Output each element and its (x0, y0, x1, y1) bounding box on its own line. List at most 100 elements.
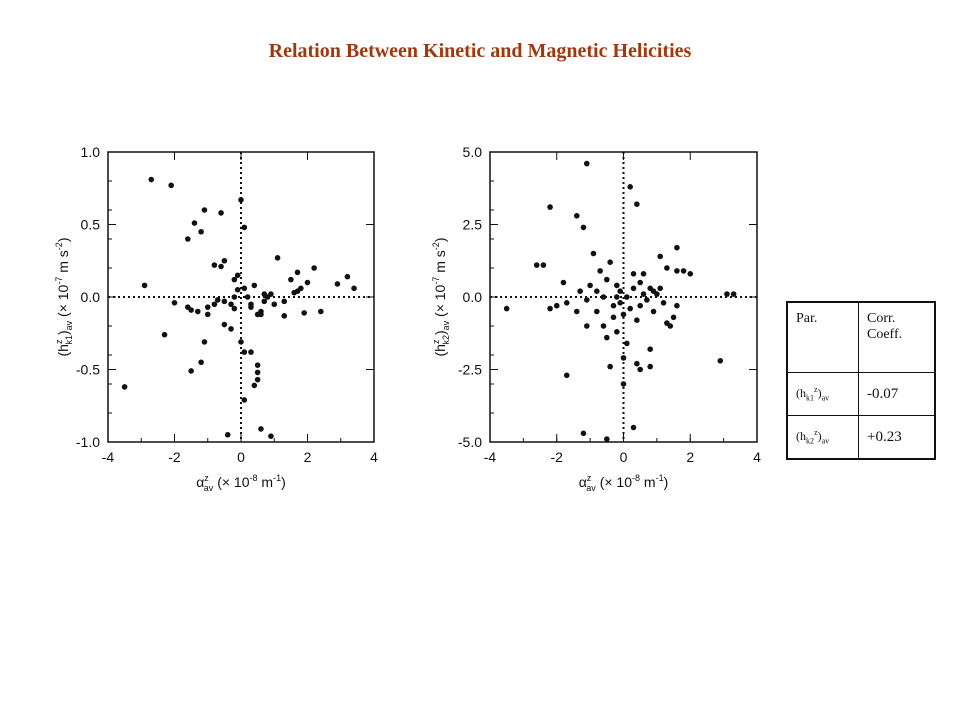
data-point (667, 323, 674, 329)
table-cell-value: +0.23 (858, 415, 936, 460)
x-axis-label: αz av (× 10-8 m-1) (196, 473, 286, 493)
data-point (533, 262, 540, 268)
y-axis-label: (hzk2)av (× 10-7 m s-2) (431, 237, 451, 356)
data-point (577, 288, 583, 295)
data-point (218, 263, 224, 270)
data-point (630, 285, 637, 292)
data-point (234, 286, 241, 293)
data-point (547, 305, 553, 312)
data-point (610, 302, 617, 309)
data-point (211, 301, 218, 308)
x-tick-label: 2 (686, 449, 694, 465)
data-point (221, 298, 228, 305)
data-point (620, 311, 627, 318)
data-point (647, 285, 653, 292)
data-point (563, 372, 570, 379)
data-point (617, 300, 623, 306)
data-point (634, 201, 640, 207)
data-point (640, 291, 647, 297)
data-point (304, 279, 311, 286)
data-point (647, 346, 653, 353)
y-tick-label: 2.5 (463, 217, 483, 233)
data-point (228, 326, 234, 332)
table-cell-param: (hk2z)av (786, 415, 859, 460)
data-point (573, 213, 580, 219)
data-point (614, 329, 620, 335)
data-point (607, 259, 613, 266)
data-point (198, 359, 204, 366)
table-header-par: Par. (786, 301, 859, 374)
data-point (254, 362, 261, 368)
data-point (590, 250, 597, 257)
y-tick-label: 1.0 (81, 144, 101, 160)
y-tick-label: 0.5 (81, 217, 101, 233)
x-tick-label: -4 (102, 449, 115, 465)
x-tick-label: -2 (551, 449, 564, 465)
table-cell-param: (hk1z)av (786, 372, 859, 417)
data-point (607, 363, 613, 370)
data-point (268, 433, 274, 440)
data-point (168, 182, 174, 189)
data-point (254, 376, 261, 383)
x-tick-label: 0 (237, 449, 245, 465)
data-point (298, 285, 304, 292)
data-point (185, 236, 191, 242)
x-tick-label: 4 (370, 449, 378, 465)
data-point (630, 271, 637, 277)
x-tick-label: -2 (168, 449, 181, 465)
data-point (624, 294, 630, 300)
data-point (687, 271, 694, 277)
data-point (620, 381, 627, 387)
data-point (238, 197, 244, 203)
data-point (351, 285, 357, 292)
data-point (674, 302, 680, 309)
data-point (627, 184, 633, 190)
data-point (640, 271, 647, 277)
data-point (318, 308, 324, 315)
correlation-table: Par. Corr. Coeff. (hk1z)av -0.07 (hk2z)a… (786, 301, 936, 460)
data-point (274, 255, 281, 261)
data-point (650, 308, 657, 315)
slide-title: Relation Between Kinetic and Magnetic He… (268, 40, 692, 62)
data-point (271, 301, 278, 308)
data-point (597, 268, 603, 274)
data-point (620, 355, 627, 361)
data-point (634, 317, 640, 324)
data-point (657, 285, 664, 292)
data-point (171, 300, 178, 306)
table-row: (hk1z)av -0.07 (786, 372, 936, 417)
data-point (191, 220, 198, 226)
data-point (634, 360, 640, 367)
data-point (288, 276, 294, 283)
data-point (724, 291, 730, 297)
x-tick-label: -4 (484, 449, 497, 465)
data-point (261, 298, 268, 305)
data-point (281, 298, 288, 305)
data-point (251, 282, 258, 289)
data-point (231, 276, 238, 283)
data-point (664, 265, 670, 271)
data-point (204, 304, 211, 310)
data-point (580, 224, 587, 231)
data-point (161, 331, 168, 338)
data-point (218, 210, 224, 216)
data-point (604, 436, 610, 442)
data-point (211, 262, 218, 268)
y-tick-label: -0.5 (76, 362, 100, 378)
data-point (624, 340, 630, 347)
data-point (251, 382, 258, 389)
data-point (674, 244, 680, 251)
x-tick-label: 0 (620, 449, 628, 465)
data-point (657, 253, 664, 260)
table-cell-value: -0.07 (858, 372, 936, 417)
data-point (670, 314, 677, 321)
data-point (583, 297, 590, 303)
data-point (637, 302, 643, 309)
data-point (261, 291, 268, 297)
data-point (141, 282, 148, 289)
x-tick-label: 2 (304, 449, 312, 465)
data-point (604, 334, 610, 341)
data-point (258, 426, 264, 432)
data-point (627, 305, 633, 312)
